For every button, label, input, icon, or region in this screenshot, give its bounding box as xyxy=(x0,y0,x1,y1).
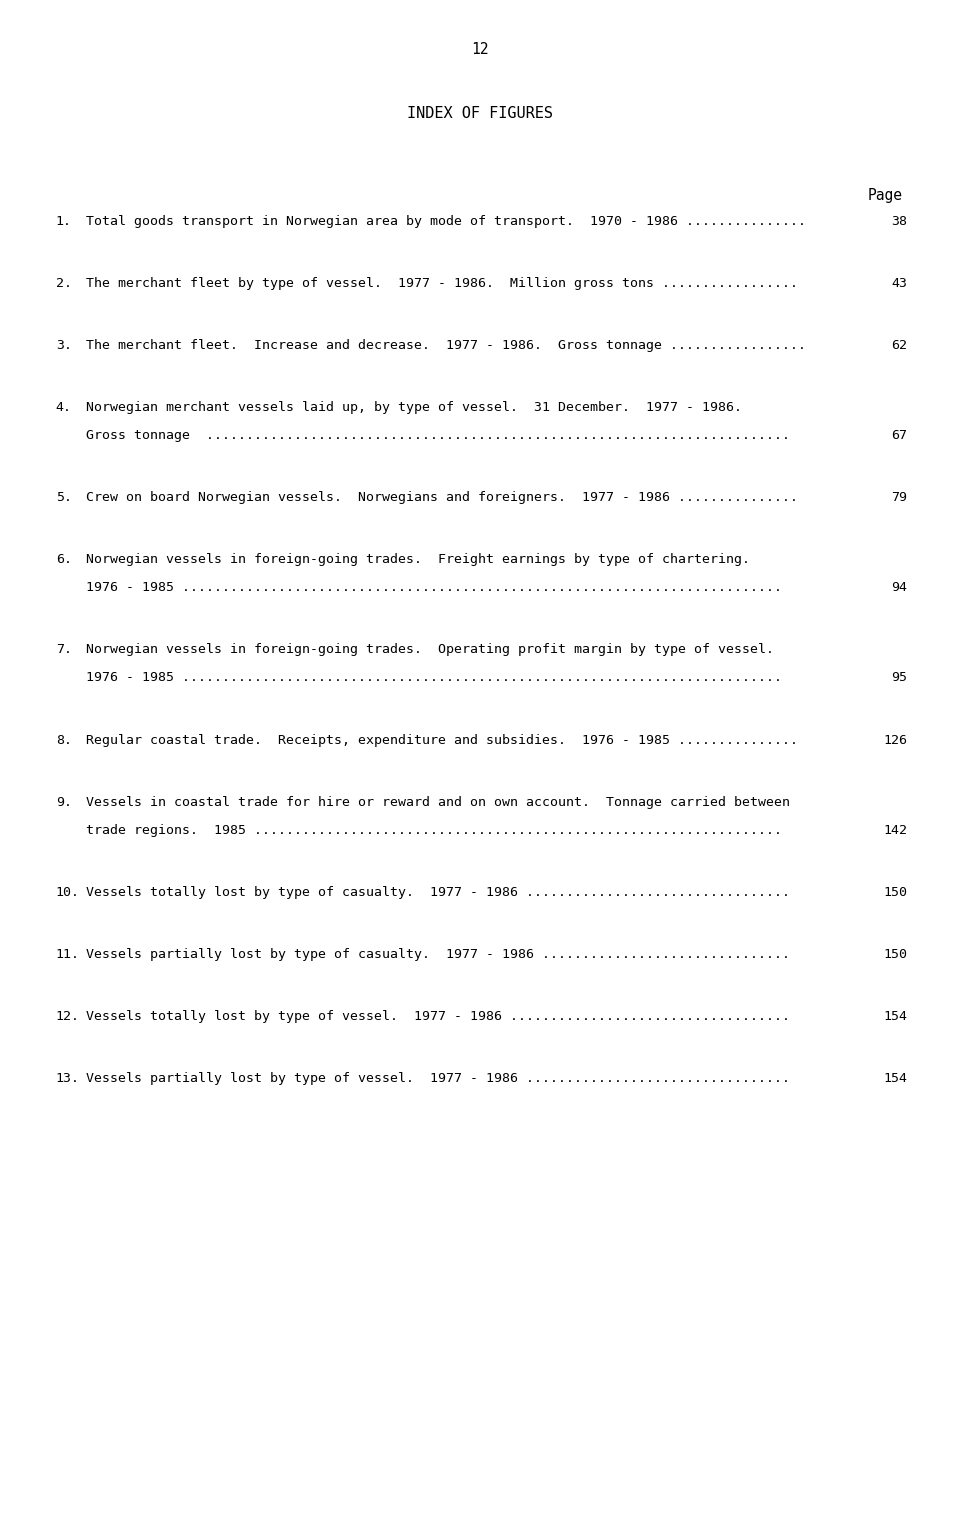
Text: 7.: 7. xyxy=(56,643,72,657)
Text: Norwegian merchant vessels laid up, by type of vessel.  31 December.  1977 - 198: Norwegian merchant vessels laid up, by t… xyxy=(86,401,742,415)
Text: 3.: 3. xyxy=(56,339,72,353)
Text: 9.: 9. xyxy=(56,796,72,808)
Text: 150: 150 xyxy=(883,886,907,899)
Text: Total goods transport in Norwegian area by mode of transport.  1970 - 1986 .....: Total goods transport in Norwegian area … xyxy=(86,215,806,229)
Text: 62: 62 xyxy=(891,339,907,353)
Text: 142: 142 xyxy=(883,824,907,837)
Text: 43: 43 xyxy=(891,277,907,291)
Text: 2.: 2. xyxy=(56,277,72,291)
Text: 67: 67 xyxy=(891,430,907,442)
Text: 13.: 13. xyxy=(56,1072,80,1086)
Text: The merchant fleet.  Increase and decrease.  1977 - 1986.  Gross tonnage .......: The merchant fleet. Increase and decreas… xyxy=(86,339,806,353)
Text: Norwegian vessels in foreign-going trades.  Freight earnings by type of charteri: Norwegian vessels in foreign-going trade… xyxy=(86,554,751,566)
Text: 8.: 8. xyxy=(56,734,72,746)
Text: 6.: 6. xyxy=(56,554,72,566)
Text: 1.: 1. xyxy=(56,215,72,229)
Text: 150: 150 xyxy=(883,948,907,961)
Text: Vessels totally lost by type of vessel.  1977 - 1986 ...........................: Vessels totally lost by type of vessel. … xyxy=(86,1010,790,1023)
Text: 1976 - 1985 ....................................................................: 1976 - 1985 ............................… xyxy=(86,672,782,684)
Text: Norwegian vessels in foreign-going trades.  Operating profit margin by type of v: Norwegian vessels in foreign-going trade… xyxy=(86,643,775,657)
Text: Vessels in coastal trade for hire or reward and on own account.  Tonnage carried: Vessels in coastal trade for hire or rew… xyxy=(86,796,790,808)
Text: INDEX OF FIGURES: INDEX OF FIGURES xyxy=(407,106,553,121)
Text: Crew on board Norwegian vessels.  Norwegians and foreigners.  1977 - 1986 ......: Crew on board Norwegian vessels. Norwegi… xyxy=(86,492,799,504)
Text: 10.: 10. xyxy=(56,886,80,899)
Text: 126: 126 xyxy=(883,734,907,746)
Text: 95: 95 xyxy=(891,672,907,684)
Text: 154: 154 xyxy=(883,1072,907,1086)
Text: 79: 79 xyxy=(891,492,907,504)
Text: 4.: 4. xyxy=(56,401,72,415)
Text: 5.: 5. xyxy=(56,492,72,504)
Text: 12.: 12. xyxy=(56,1010,80,1023)
Text: 154: 154 xyxy=(883,1010,907,1023)
Text: Vessels partially lost by type of casualty.  1977 - 1986 .......................: Vessels partially lost by type of casual… xyxy=(86,948,790,961)
Text: 38: 38 xyxy=(891,215,907,229)
Text: 11.: 11. xyxy=(56,948,80,961)
Text: 94: 94 xyxy=(891,581,907,595)
Text: trade regions.  1985 ...........................................................: trade regions. 1985 ....................… xyxy=(86,824,782,837)
Text: Gross tonnage  .................................................................: Gross tonnage ..........................… xyxy=(86,430,790,442)
Text: Regular coastal trade.  Receipts, expenditure and subsidies.  1976 - 1985 ......: Regular coastal trade. Receipts, expendi… xyxy=(86,734,799,746)
Text: Vessels partially lost by type of vessel.  1977 - 1986 .........................: Vessels partially lost by type of vessel… xyxy=(86,1072,790,1086)
Text: Vessels totally lost by type of casualty.  1977 - 1986 .........................: Vessels totally lost by type of casualty… xyxy=(86,886,790,899)
Text: 12: 12 xyxy=(471,42,489,58)
Text: Page: Page xyxy=(868,188,902,203)
Text: The merchant fleet by type of vessel.  1977 - 1986.  Million gross tons ........: The merchant fleet by type of vessel. 19… xyxy=(86,277,799,291)
Text: 1976 - 1985 ....................................................................: 1976 - 1985 ............................… xyxy=(86,581,782,595)
